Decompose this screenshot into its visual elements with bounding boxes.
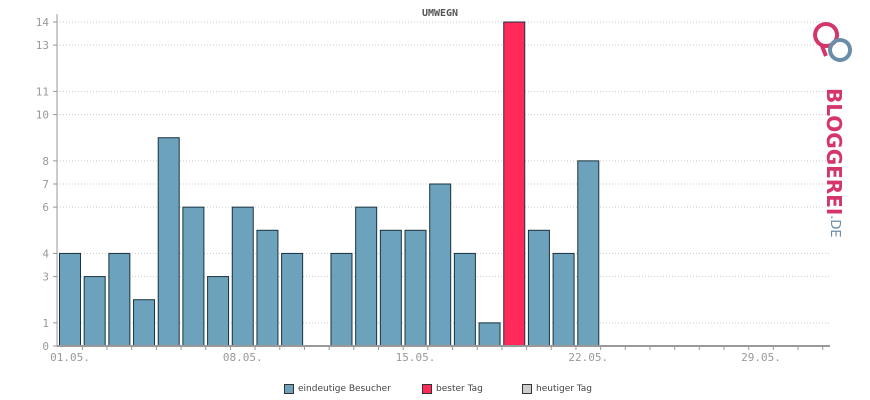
legend-label-best-day: bester Tag [436,384,483,394]
bar [231,206,254,347]
bloggerei-logo-text: BLOGGEREI.DE [822,88,846,238]
bar [133,299,156,347]
y-tick-label: 14 [36,16,50,29]
x-tick-labels: 01.05. 08.05. 15.05. 22.05. 29.05. [50,351,781,364]
bar-best-day [503,21,526,347]
bar [577,160,600,347]
y-tick-label: 7 [42,178,49,191]
logo-sub-text: .DE [827,215,842,238]
legend-item-best-day: bester Tag [422,384,483,394]
bloggerei-logo-icon [813,22,853,62]
y-tick-label: 8 [42,155,49,168]
x-tick-label: 08.05. [223,351,263,364]
legend-item-visitors: eindeutige Besucher [284,384,391,394]
bar [527,229,550,347]
bloggerei-logo: BLOGGEREI.DE [812,18,862,238]
bar [157,137,180,347]
y-tick-label: 1 [42,317,49,330]
legend-swatch-visitors [284,384,294,394]
bar [330,252,353,347]
bar [379,229,402,347]
x-tick-label: 01.05. [50,351,90,364]
axes [53,14,830,350]
bar [281,252,304,347]
x-tick-label: 29.05. [741,351,781,364]
bar [552,252,575,347]
legend: eindeutige Besucher bester Tag heutiger … [0,384,870,398]
bar [256,229,279,347]
y-tick-label: 3 [42,271,49,284]
legend-swatch-best-day [422,384,432,394]
legend-label-visitors: eindeutige Besucher [298,384,391,394]
chart-title: UMWEGN [422,8,458,19]
bar [182,206,205,347]
bar [83,276,106,347]
legend-item-today: heutiger Tag [522,384,592,394]
bar [207,276,230,347]
x-tick-label: 15.05. [396,351,436,364]
legend-label-today: heutiger Tag [536,384,593,394]
y-tick-label: 6 [42,201,49,214]
bar [355,206,378,347]
bars-group [59,21,600,347]
bar [478,322,501,347]
bar [108,252,131,347]
y-tick-label: 11 [36,85,49,98]
bar [59,252,81,347]
y-tick-label: 4 [42,247,49,260]
y-tick-label: 0 [42,340,49,353]
logo-main-text: BLOGGEREI [822,88,846,216]
bar [453,252,476,347]
bar [404,229,427,347]
legend-swatch-today [522,384,532,394]
x-tick-label: 22.05. [568,351,608,364]
bar [429,183,452,347]
y-tick-label: 13 [36,39,49,52]
y-tick-label: 10 [36,109,49,122]
